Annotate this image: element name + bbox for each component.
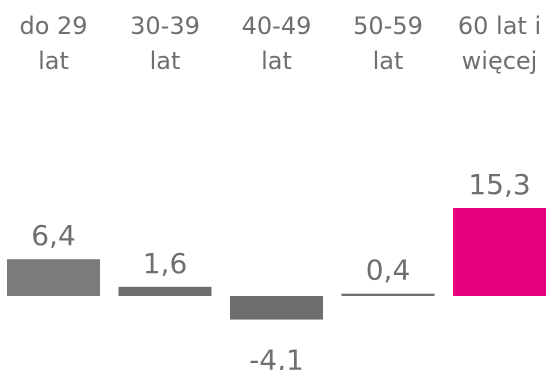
value-label: 1,6 xyxy=(143,247,188,280)
category-label-line2: więcej xyxy=(462,47,538,75)
category-label-line2: lat xyxy=(150,47,181,75)
category-label-line2: lat xyxy=(373,47,404,75)
bars xyxy=(7,208,546,320)
category-label-line2: lat xyxy=(261,47,292,75)
category-label-line1: 60 lat i xyxy=(458,12,541,40)
value-label: 6,4 xyxy=(31,219,76,252)
category-label-line1: 40-49 xyxy=(242,12,312,40)
value-label: -4,1 xyxy=(249,344,304,370)
category-labels: do 29 lat 30-39 lat 40-49 lat 50-59 lat 60 lat i… xyxy=(19,12,541,75)
category-label-line2: lat xyxy=(38,47,69,75)
value-label: 15,3 xyxy=(468,168,530,201)
bar xyxy=(230,296,323,320)
value-label: 0,4 xyxy=(366,254,411,287)
bar xyxy=(7,259,100,296)
category-label-line1: do 29 xyxy=(19,12,87,40)
bar xyxy=(341,293,435,296)
bar xyxy=(453,208,546,296)
bar xyxy=(118,286,212,296)
category-label-line1: 50-59 xyxy=(353,12,423,40)
category-label-line1: 30-39 xyxy=(130,12,200,40)
value-labels: 6,4 1,6 -4,1 0,4 15,3 xyxy=(31,168,530,370)
